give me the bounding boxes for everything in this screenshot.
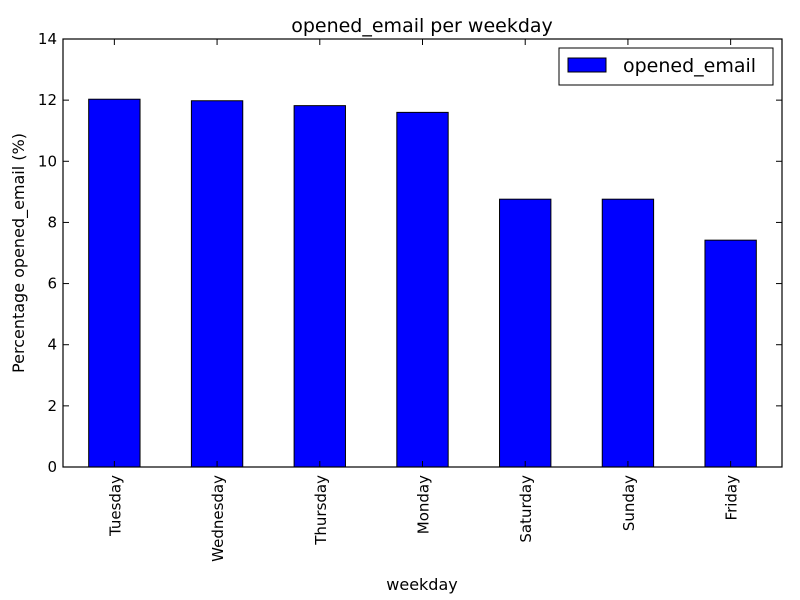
bar-tuesday xyxy=(88,98,141,468)
chart-title: opened_email per weekday xyxy=(291,15,553,37)
y-tick-label-12: 12 xyxy=(38,91,57,109)
bar-sunday xyxy=(601,198,655,468)
bar-wednesday xyxy=(190,100,244,468)
y-tick-label-10: 10 xyxy=(38,152,57,170)
x-tick-label-monday: Monday xyxy=(415,475,433,534)
y-axis-ticks: 0 2 4 6 8 10 12 14 xyxy=(38,30,782,476)
bar-friday xyxy=(704,239,757,468)
y-tick-label-14: 14 xyxy=(38,30,57,48)
bar-saturday xyxy=(499,198,552,468)
bar-monday xyxy=(396,111,449,468)
bars-group xyxy=(88,98,757,468)
x-axis-ticks: Tuesday Wednesday Thursday Monday Saturday Su… xyxy=(106,39,741,562)
x-axis-label: weekday xyxy=(386,575,457,594)
x-tick-label-thursday: Thursday xyxy=(312,475,330,546)
bar-thursday xyxy=(293,105,346,468)
y-tick-label-8: 8 xyxy=(47,213,57,231)
x-tick-label-sunday: Sunday xyxy=(620,475,638,531)
y-axis-label: Percentage opened_email (%) xyxy=(9,133,29,373)
x-tick-label-wednesday: Wednesday xyxy=(209,475,227,562)
y-tick-label-2: 2 xyxy=(47,397,57,415)
legend: opened_email xyxy=(558,47,774,86)
y-tick-label-6: 6 xyxy=(47,275,57,293)
x-tick-label-friday: Friday xyxy=(723,475,741,521)
plot-frame xyxy=(62,38,783,468)
legend-swatch xyxy=(567,57,607,73)
y-tick-label-4: 4 xyxy=(47,336,57,354)
x-tick-label-saturday: Saturday xyxy=(517,475,535,543)
y-tick-label-0: 0 xyxy=(47,458,57,476)
legend-label: opened_email xyxy=(623,55,756,77)
x-tick-label-tuesday: Tuesday xyxy=(106,475,124,537)
